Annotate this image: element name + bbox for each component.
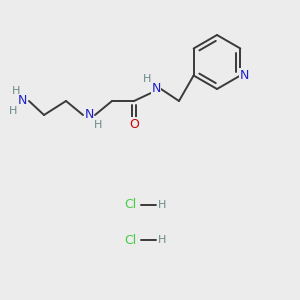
Text: N: N xyxy=(240,69,249,82)
Text: Cl: Cl xyxy=(124,199,136,212)
Text: N: N xyxy=(84,109,94,122)
Text: H: H xyxy=(158,235,166,245)
Text: O: O xyxy=(129,118,139,130)
Text: H: H xyxy=(9,106,17,116)
Text: H: H xyxy=(158,200,166,210)
Text: H: H xyxy=(143,74,151,84)
Text: N: N xyxy=(151,82,161,95)
Text: H: H xyxy=(94,120,102,130)
Text: Cl: Cl xyxy=(124,233,136,247)
Text: N: N xyxy=(17,94,27,107)
Text: H: H xyxy=(12,86,20,96)
